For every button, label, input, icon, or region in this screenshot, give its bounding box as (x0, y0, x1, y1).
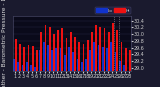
Bar (36, 50, 38, 71)
Bar (72, 52, 74, 71)
Bar (34, 67, 36, 71)
Bar (19, 44, 21, 71)
Bar (40, 31, 42, 71)
Bar (22, 65, 23, 71)
Bar (64, 55, 66, 71)
Bar (83, 44, 84, 71)
Bar (30, 65, 32, 71)
Bar (125, 48, 127, 71)
Bar (39, 50, 40, 71)
Bar (13, 59, 15, 71)
Bar (81, 62, 83, 71)
Bar (78, 42, 80, 71)
Bar (110, 42, 112, 71)
Bar (87, 40, 89, 71)
Bar (28, 45, 29, 71)
Bar (17, 62, 19, 71)
Bar (55, 48, 57, 71)
Bar (95, 25, 97, 71)
Bar (89, 50, 91, 71)
Bar (44, 25, 46, 71)
Bar (60, 48, 61, 71)
Legend: Lo, Hi: Lo, Hi (95, 7, 131, 14)
Bar (116, 30, 118, 71)
Bar (104, 28, 105, 71)
Bar (119, 61, 121, 71)
Bar (66, 38, 67, 71)
Bar (121, 42, 122, 71)
Bar (129, 50, 131, 71)
Bar (70, 31, 72, 71)
Bar (115, 52, 116, 71)
Bar (49, 27, 51, 71)
Bar (106, 48, 108, 71)
Bar (47, 45, 49, 71)
Bar (100, 27, 101, 71)
Bar (15, 39, 17, 71)
Bar (68, 47, 70, 71)
Bar (32, 46, 34, 71)
Bar (102, 47, 104, 71)
Bar (108, 31, 110, 71)
Bar (123, 65, 125, 71)
Bar (77, 59, 78, 71)
Bar (51, 50, 53, 71)
Bar (112, 23, 114, 71)
Bar (53, 34, 55, 71)
Bar (23, 47, 25, 71)
Bar (26, 62, 28, 71)
Bar (98, 45, 100, 71)
Bar (93, 42, 95, 71)
Bar (43, 42, 44, 71)
Bar (61, 28, 63, 71)
Bar (74, 37, 76, 71)
Bar (85, 59, 87, 71)
Bar (57, 30, 59, 71)
Text: Milwaukee Weather - Barometric Pressure - Daily High/Low: Milwaukee Weather - Barometric Pressure … (2, 0, 7, 87)
Bar (91, 31, 93, 71)
